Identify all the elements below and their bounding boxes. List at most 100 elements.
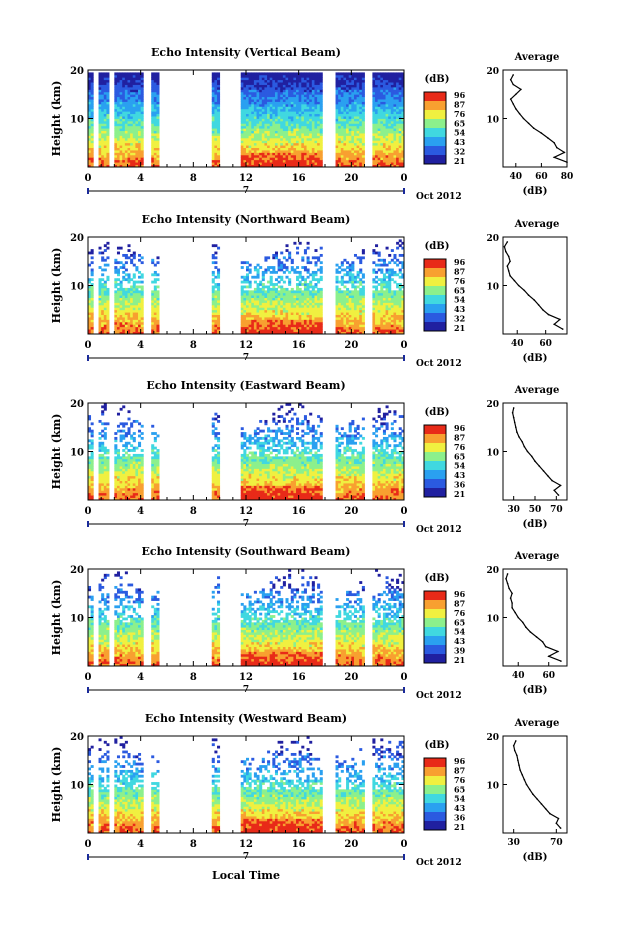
heatmap-cell [240, 128, 244, 132]
heatmap-cell [101, 290, 105, 294]
heatmap-cell [335, 84, 339, 88]
heatmap-cell [393, 321, 397, 325]
heatmap-cell [375, 331, 379, 335]
heatmap-cell [90, 307, 94, 311]
heatmap-cell [288, 154, 292, 158]
heatmap-cell [267, 314, 271, 318]
heatmap-cell [296, 157, 300, 161]
heatmap-cell [259, 312, 263, 315]
heatmap-cell [103, 150, 107, 153]
heatmap-cell [274, 135, 278, 139]
heatmap-cell [293, 120, 297, 124]
heatmap-cell [130, 292, 134, 296]
heatmap-cell [240, 304, 244, 308]
heatmap-cell [90, 319, 94, 323]
heatmap-cell [272, 99, 276, 102]
heatmap-cell [277, 91, 281, 95]
heatmap-cell [293, 99, 297, 102]
heatmap-cell [375, 142, 379, 146]
heatmap-cell [301, 331, 305, 335]
heatmap-cell [372, 135, 376, 139]
heatmap-cell [90, 123, 94, 127]
heatmap-cell [372, 297, 376, 301]
heatmap-cell [138, 147, 142, 151]
heatmap-cell [377, 292, 381, 296]
heatmap-cell [253, 154, 257, 158]
heatmap-cell [214, 145, 218, 148]
heatmap-cell [375, 309, 379, 313]
heatmap-cell [127, 307, 131, 311]
heatmap-cell [101, 130, 105, 134]
heatmap-cell [151, 72, 155, 76]
heatmap-cell [267, 321, 271, 325]
heatmap-cell [396, 147, 400, 151]
heatmap-cell [101, 120, 105, 124]
heatmap-cell [272, 157, 276, 161]
heatmap-cell [243, 159, 247, 163]
heatmap-cell [135, 331, 139, 335]
heatmap-cell [248, 133, 252, 136]
heatmap-cell [301, 133, 305, 136]
heatmap-cell [156, 77, 160, 81]
heatmap-cell [277, 79, 281, 83]
heatmap-cell [211, 256, 215, 260]
heatmap-cell [103, 314, 107, 318]
heatmap-cell [343, 103, 347, 107]
heatmap-cell [106, 135, 110, 139]
heatmap-cell [217, 307, 221, 311]
heatmap-cell [246, 118, 250, 122]
heatmap-cell [124, 304, 128, 308]
heatmap-cell [346, 72, 350, 76]
heatmap-cell [296, 133, 300, 136]
heatmap-cell [253, 133, 257, 136]
heatmap-cell [306, 128, 310, 132]
heatmap-cell [351, 331, 355, 335]
heatmap-cell [338, 280, 342, 284]
heatmap-cell [253, 266, 257, 269]
heatmap-cell [359, 84, 363, 88]
heatmap-cell [380, 278, 384, 282]
colorbar-segment [424, 115, 446, 118]
heatmap-cell [211, 135, 215, 139]
heatmap-cell [103, 99, 107, 102]
heatmap-cell [248, 290, 252, 294]
heatmap-cell [130, 324, 134, 328]
heatmap-cell [309, 152, 313, 156]
heatmap-cell [90, 321, 94, 325]
heatmap-cell [274, 295, 278, 299]
heatmap-cell [116, 268, 120, 272]
heatmap-cell [377, 145, 381, 148]
heatmap-cell [130, 86, 134, 90]
heatmap-cell [274, 116, 278, 119]
heatmap-cell [135, 321, 139, 325]
heatmap-cell [359, 140, 363, 144]
heatmap-cell [301, 275, 305, 279]
heatmap-cell [375, 94, 379, 98]
heatmap-cell [124, 324, 128, 328]
heatmap-cell [90, 77, 94, 81]
heatmap-cell [282, 74, 286, 78]
heatmap-cell [311, 317, 315, 320]
heatmap-cell [90, 159, 94, 163]
heatmap-cell [248, 118, 252, 122]
heatmap-cell [251, 84, 255, 88]
heatmap-cell [153, 82, 157, 85]
heatmap-cell [246, 317, 250, 320]
heatmap-cell [259, 101, 263, 105]
heatmap-cell [274, 164, 278, 168]
heatmap-cell [140, 77, 144, 81]
heatmap-cell [285, 290, 289, 294]
heatmap-cell [309, 295, 313, 299]
heatmap-cell [285, 307, 289, 311]
heatmap-cell [135, 111, 139, 115]
heatmap-cell [290, 302, 294, 306]
heatmap-cell [348, 331, 352, 335]
heatmap-cell [335, 280, 339, 284]
heatmap-cell [375, 287, 379, 291]
heatmap-cell [390, 130, 394, 134]
heatmap-cell [122, 162, 126, 165]
heatmap-cell [335, 130, 339, 134]
heatmap-cell [246, 94, 250, 98]
heatmap-cell [114, 72, 118, 76]
heatmap-cell [274, 290, 278, 294]
